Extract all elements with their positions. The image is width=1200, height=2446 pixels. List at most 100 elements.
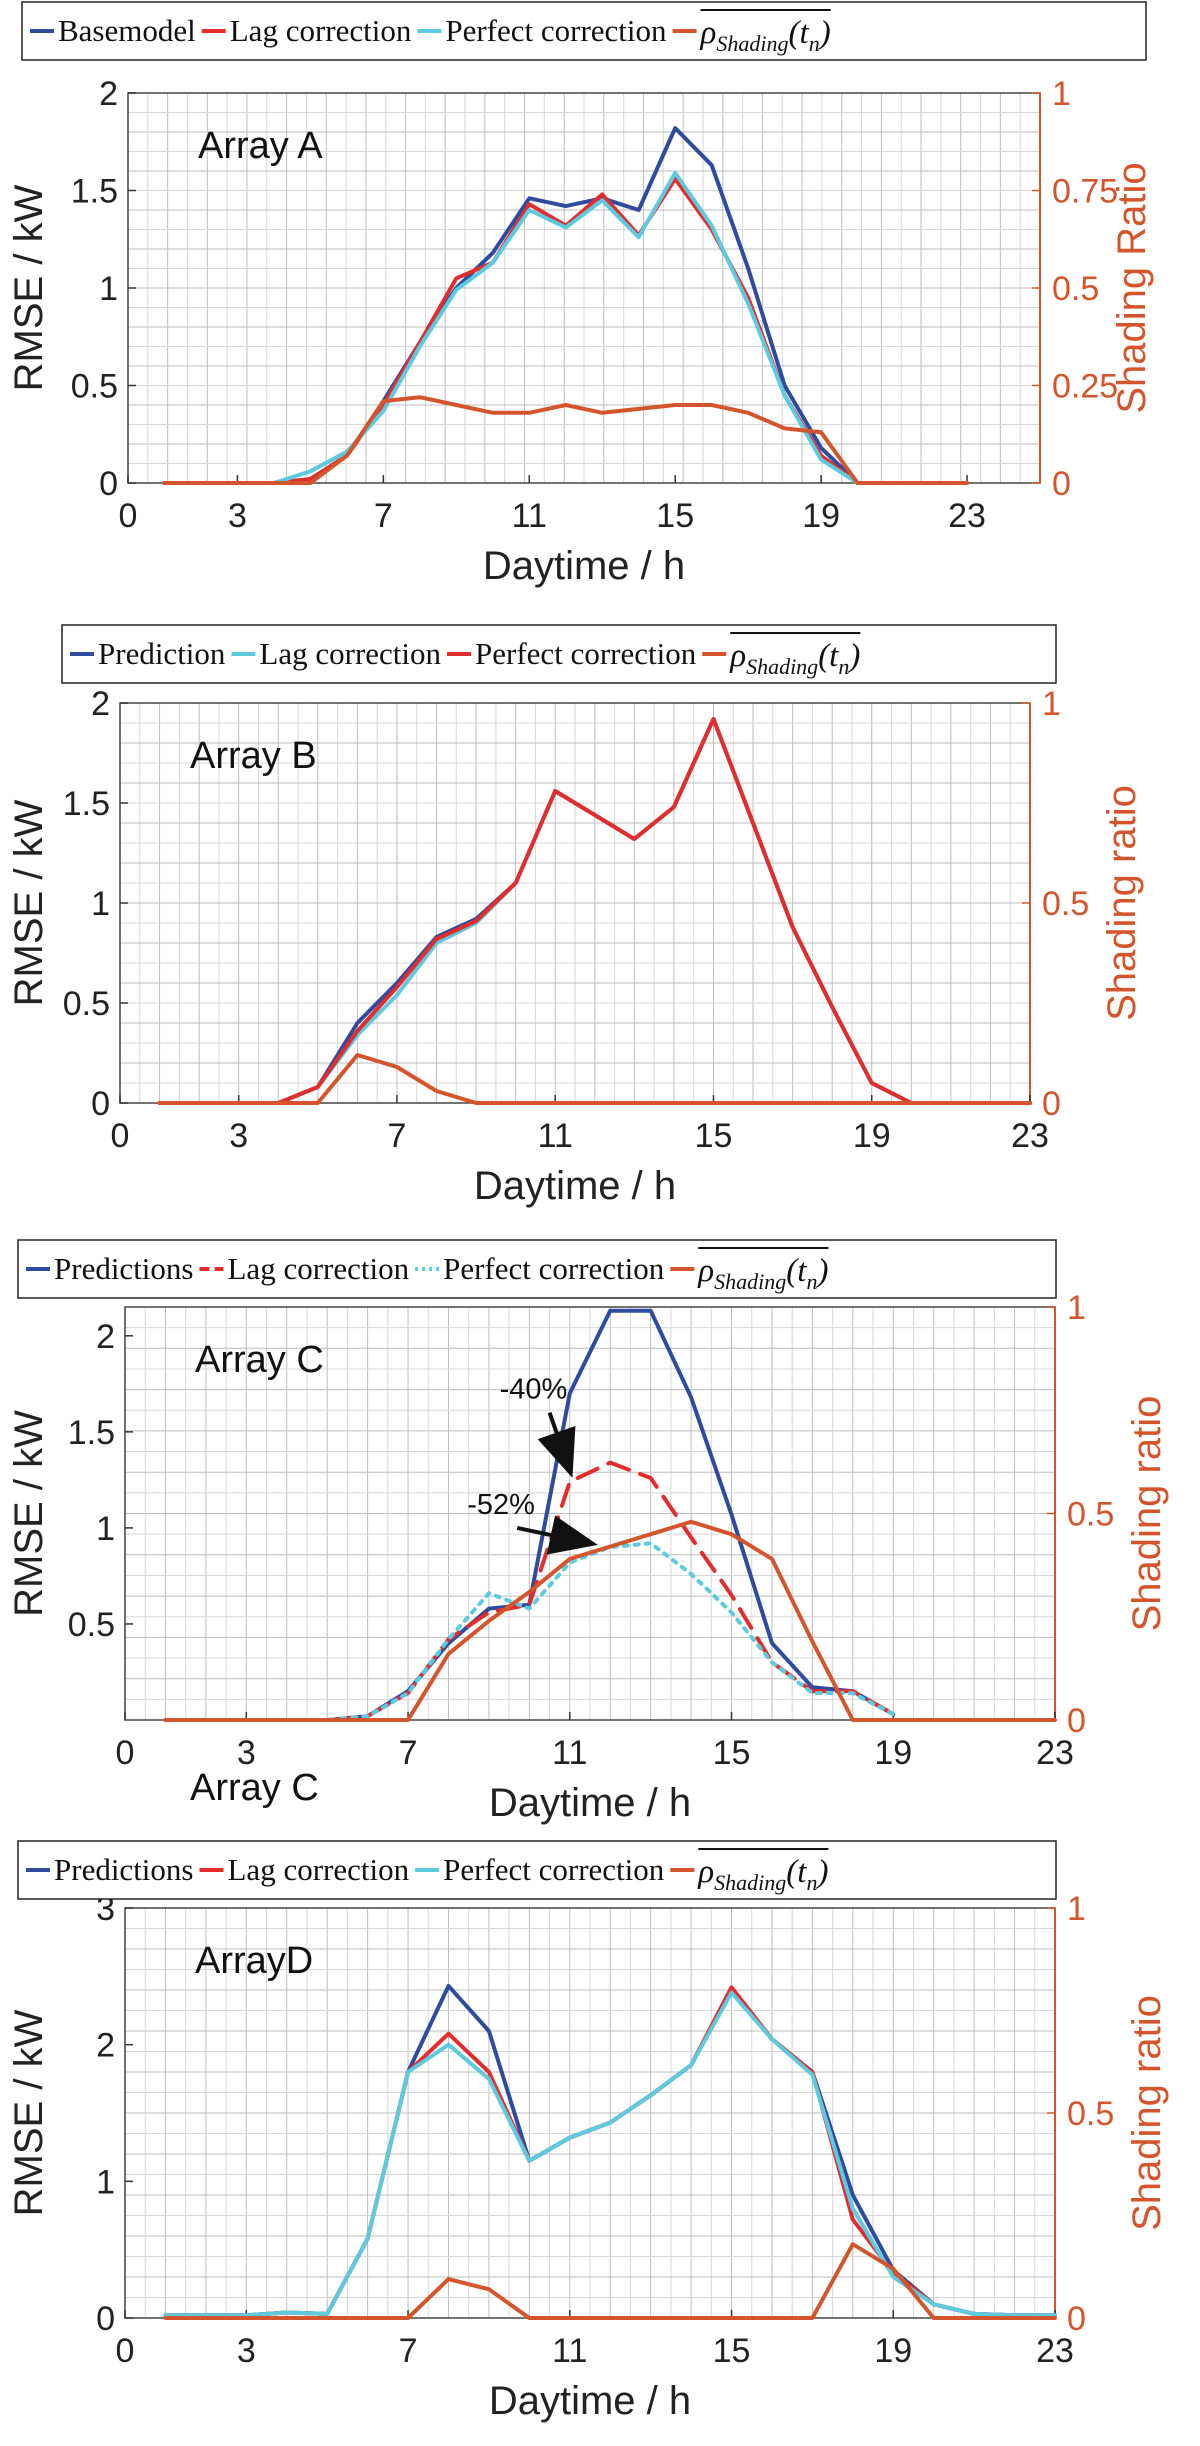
series-line-shading bbox=[163, 1519, 1057, 1722]
legend-label: Perfect correction bbox=[475, 636, 697, 671]
rho-arg-subscript: n bbox=[806, 1870, 817, 1895]
y-tick-label: 1 bbox=[96, 2163, 115, 2201]
legend-label: Lag correction bbox=[228, 1251, 410, 1286]
grid bbox=[119, 702, 1031, 1104]
rho-arg-subscript: n bbox=[838, 654, 849, 679]
y-tick-label: 1.5 bbox=[71, 173, 118, 211]
series-line-basemodel bbox=[162, 126, 969, 485]
annotation-label: -52% bbox=[467, 1489, 535, 1521]
legend-label: Perfect correction bbox=[443, 1852, 665, 1887]
series-line-shading bbox=[163, 2242, 1057, 2320]
x-axis-label: Daytime / h bbox=[483, 544, 685, 588]
legend: Basemodel Lag correction Perfect correctio… bbox=[21, 1, 1147, 61]
y-right-tick-label: 1 bbox=[1052, 75, 1071, 113]
legend-label-rho: ρShading(tn) bbox=[729, 638, 860, 679]
rho-subscript: Shading bbox=[714, 1269, 786, 1294]
legend-label-rho: ρShading(tn) bbox=[700, 15, 831, 56]
x-tick-label: 3 bbox=[229, 1117, 248, 1155]
y-axis-label: RMSE / kW bbox=[7, 1410, 51, 1617]
rho-symbol: ρ bbox=[697, 1854, 714, 1890]
rho-arg: (t bbox=[786, 1253, 807, 1289]
y-tick-label: 2 bbox=[96, 2027, 115, 2065]
series-line-shading bbox=[162, 395, 969, 485]
x-tick-label: 7 bbox=[399, 1734, 418, 1772]
y-tick-label: 1 bbox=[99, 270, 118, 308]
rho-close: ) bbox=[818, 15, 831, 51]
series-line-perfect bbox=[162, 170, 969, 485]
legend-label: Lag correction bbox=[230, 13, 412, 48]
rho-arg: (t bbox=[786, 1854, 807, 1890]
y-right-tick-label: 0 bbox=[1052, 465, 1071, 503]
rho-arg: (t bbox=[789, 15, 810, 51]
y-axis-label: RMSE / kW bbox=[7, 184, 51, 391]
chart-panel-3: 0.5 1 1.5 2 0 0.5 1 0 3 7 11 15 19 23 Daytime / h RMSE … bbox=[7, 1239, 1169, 1825]
x-tick-label: 0 bbox=[119, 497, 138, 535]
rho-arg-subscript: n bbox=[809, 31, 820, 56]
rho-subscript: Shading bbox=[714, 1870, 786, 1895]
legend-label: Predictions bbox=[54, 1852, 194, 1887]
rho-symbol: ρ bbox=[697, 1253, 714, 1289]
rho-symbol: ρ bbox=[729, 638, 746, 674]
y-right-tick-label: 0.5 bbox=[1042, 885, 1089, 923]
y-right-tick-label: 0.25 bbox=[1052, 368, 1118, 406]
rho-subscript: Shading bbox=[746, 654, 818, 679]
y-tick-label: 0 bbox=[91, 1085, 110, 1123]
panel-title: Array A bbox=[198, 125, 323, 167]
x-tick-label: 15 bbox=[695, 1117, 733, 1155]
legend-label: Perfect correction bbox=[445, 13, 667, 48]
x-tick-label: 7 bbox=[374, 497, 393, 535]
panel-title: Array C bbox=[195, 1339, 324, 1381]
y-tick-label: 0 bbox=[96, 2300, 115, 2338]
rho-arg: (t bbox=[818, 638, 839, 674]
y-right-axis-label: Shading ratio bbox=[1125, 1995, 1169, 2231]
legend-label: Predictions bbox=[54, 1251, 194, 1286]
y-tick-label: 1 bbox=[96, 1510, 115, 1548]
y-right-axis-label: Shading ratio bbox=[1125, 1396, 1169, 1632]
legend-box bbox=[17, 1239, 1057, 1299]
x-tick-label: 11 bbox=[538, 1117, 573, 1155]
y-right-tick-label: 0 bbox=[1067, 2300, 1086, 2338]
series-line-lag bbox=[162, 176, 969, 485]
x-tick-label: 3 bbox=[237, 1734, 256, 1772]
x-tick-label: 7 bbox=[387, 1117, 406, 1155]
legend-label: Lag correction bbox=[259, 636, 441, 671]
x-tick-label: 19 bbox=[802, 497, 840, 535]
x-tick-label: 15 bbox=[713, 1734, 751, 1772]
x-axis-label: Daytime / h bbox=[489, 1781, 691, 1825]
legend-label: Prediction bbox=[98, 636, 226, 671]
x-tick-label: 7 bbox=[399, 2332, 418, 2370]
series-line-shading bbox=[157, 1053, 1032, 1105]
y-tick-label: 2 bbox=[99, 75, 118, 113]
chart-panel-2: 0 0.5 1 1.5 2 0 0.5 1 0 3 7 11 15 19 23 Daytime / h RMSE… bbox=[7, 624, 1144, 1208]
rho-close: ) bbox=[815, 1253, 828, 1289]
y-right-tick-label: 1 bbox=[1042, 685, 1061, 723]
rho-close: ) bbox=[815, 1854, 828, 1890]
chart-panel-1: 0 0.5 1 1.5 2 0 0.25 0.5 0.75 1 0 3 7 11 15 19 23 Daytime… bbox=[7, 1, 1154, 588]
x-tick-label: 0 bbox=[111, 1117, 130, 1155]
y-tick-label: 0 bbox=[99, 465, 118, 503]
annotation-arrow bbox=[516, 1515, 598, 1555]
x-tick-label: 15 bbox=[656, 497, 694, 535]
y-tick-label: 0.5 bbox=[68, 1606, 115, 1644]
legend: Predictions Lag correction Perfect correct… bbox=[17, 1840, 1057, 1900]
x-tick-label: 3 bbox=[237, 2332, 256, 2370]
y-tick-label: 1.5 bbox=[68, 1414, 115, 1452]
x-tick-label: 3 bbox=[228, 497, 247, 535]
y-right-tick-label: 0.75 bbox=[1052, 173, 1118, 211]
legend-label: Basemodel bbox=[58, 13, 196, 48]
rho-symbol: ρ bbox=[700, 15, 717, 51]
y-right-axis-label: Shading ratio bbox=[1100, 785, 1144, 1021]
x-tick-label: 23 bbox=[1036, 2332, 1074, 2370]
y-tick-label: 2 bbox=[91, 685, 110, 723]
y-right-tick-label: 1 bbox=[1067, 1289, 1086, 1327]
y-right-tick-label: 0 bbox=[1067, 1702, 1086, 1740]
annotation-arrow bbox=[537, 1411, 576, 1478]
legend-box bbox=[17, 1840, 1057, 1900]
legend-label-rho: ρShading(tn) bbox=[697, 1253, 828, 1294]
grid bbox=[127, 92, 1041, 484]
x-tick-label: 19 bbox=[853, 1117, 891, 1155]
y-axis-label: RMSE / kW bbox=[7, 2009, 51, 2216]
x-tick-label: 19 bbox=[874, 2332, 912, 2370]
x-tick-label: 23 bbox=[948, 497, 986, 535]
